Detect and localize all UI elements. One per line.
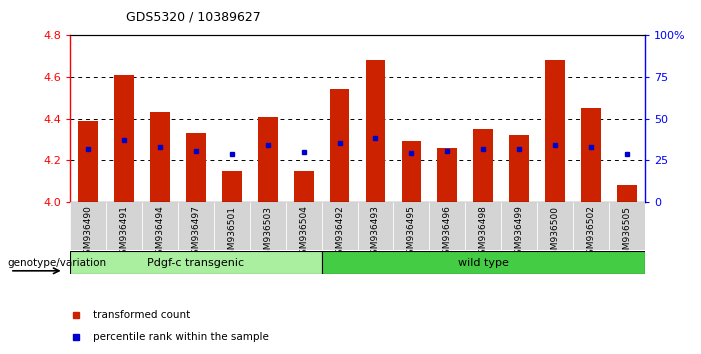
Bar [473,129,493,202]
Text: GSM936499: GSM936499 [515,206,524,261]
Text: GSM936505: GSM936505 [622,206,632,261]
Bar [214,202,250,250]
Bar [581,108,601,202]
Bar [322,251,645,274]
Bar [545,61,565,202]
Text: GSM936491: GSM936491 [119,206,128,261]
Bar [501,202,537,250]
Bar [573,202,609,250]
Bar [250,202,286,250]
Bar [322,202,358,250]
Bar [70,202,106,250]
Bar [617,185,637,202]
Text: transformed count: transformed count [93,310,191,320]
Bar [609,202,645,250]
Text: GSM936493: GSM936493 [371,206,380,261]
Text: GSM936495: GSM936495 [407,206,416,261]
Text: GDS5320 / 10389627: GDS5320 / 10389627 [126,11,261,24]
Text: GSM936504: GSM936504 [299,206,308,261]
Bar [402,142,421,202]
Bar [393,202,429,250]
Text: GSM936494: GSM936494 [156,206,165,260]
Bar [106,202,142,250]
Bar [186,133,205,202]
Bar [358,202,393,250]
Bar [437,148,457,202]
Bar [537,202,573,250]
Bar [294,171,313,202]
Text: GSM936500: GSM936500 [550,206,559,261]
Bar [465,202,501,250]
Bar [79,121,98,202]
Text: Pdgf-c transgenic: Pdgf-c transgenic [147,258,245,268]
Bar [429,202,465,250]
Bar [329,90,349,202]
Text: GSM936492: GSM936492 [335,206,344,260]
Bar [178,202,214,250]
Text: GSM936490: GSM936490 [83,206,93,261]
Bar [70,251,322,274]
Text: wild type: wild type [458,258,509,268]
Bar [114,75,134,202]
Text: GSM936501: GSM936501 [227,206,236,261]
Text: GSM936497: GSM936497 [191,206,200,261]
Bar [142,202,178,250]
Text: GSM936498: GSM936498 [479,206,488,261]
Text: GSM936496: GSM936496 [443,206,452,261]
Text: GSM936502: GSM936502 [587,206,596,261]
Text: GSM936503: GSM936503 [263,206,272,261]
Text: percentile rank within the sample: percentile rank within the sample [93,332,269,342]
Bar [258,116,278,202]
Bar [286,202,322,250]
Bar [222,171,242,202]
Bar [366,61,386,202]
Bar [150,112,170,202]
Bar [510,135,529,202]
Text: genotype/variation: genotype/variation [7,258,106,268]
